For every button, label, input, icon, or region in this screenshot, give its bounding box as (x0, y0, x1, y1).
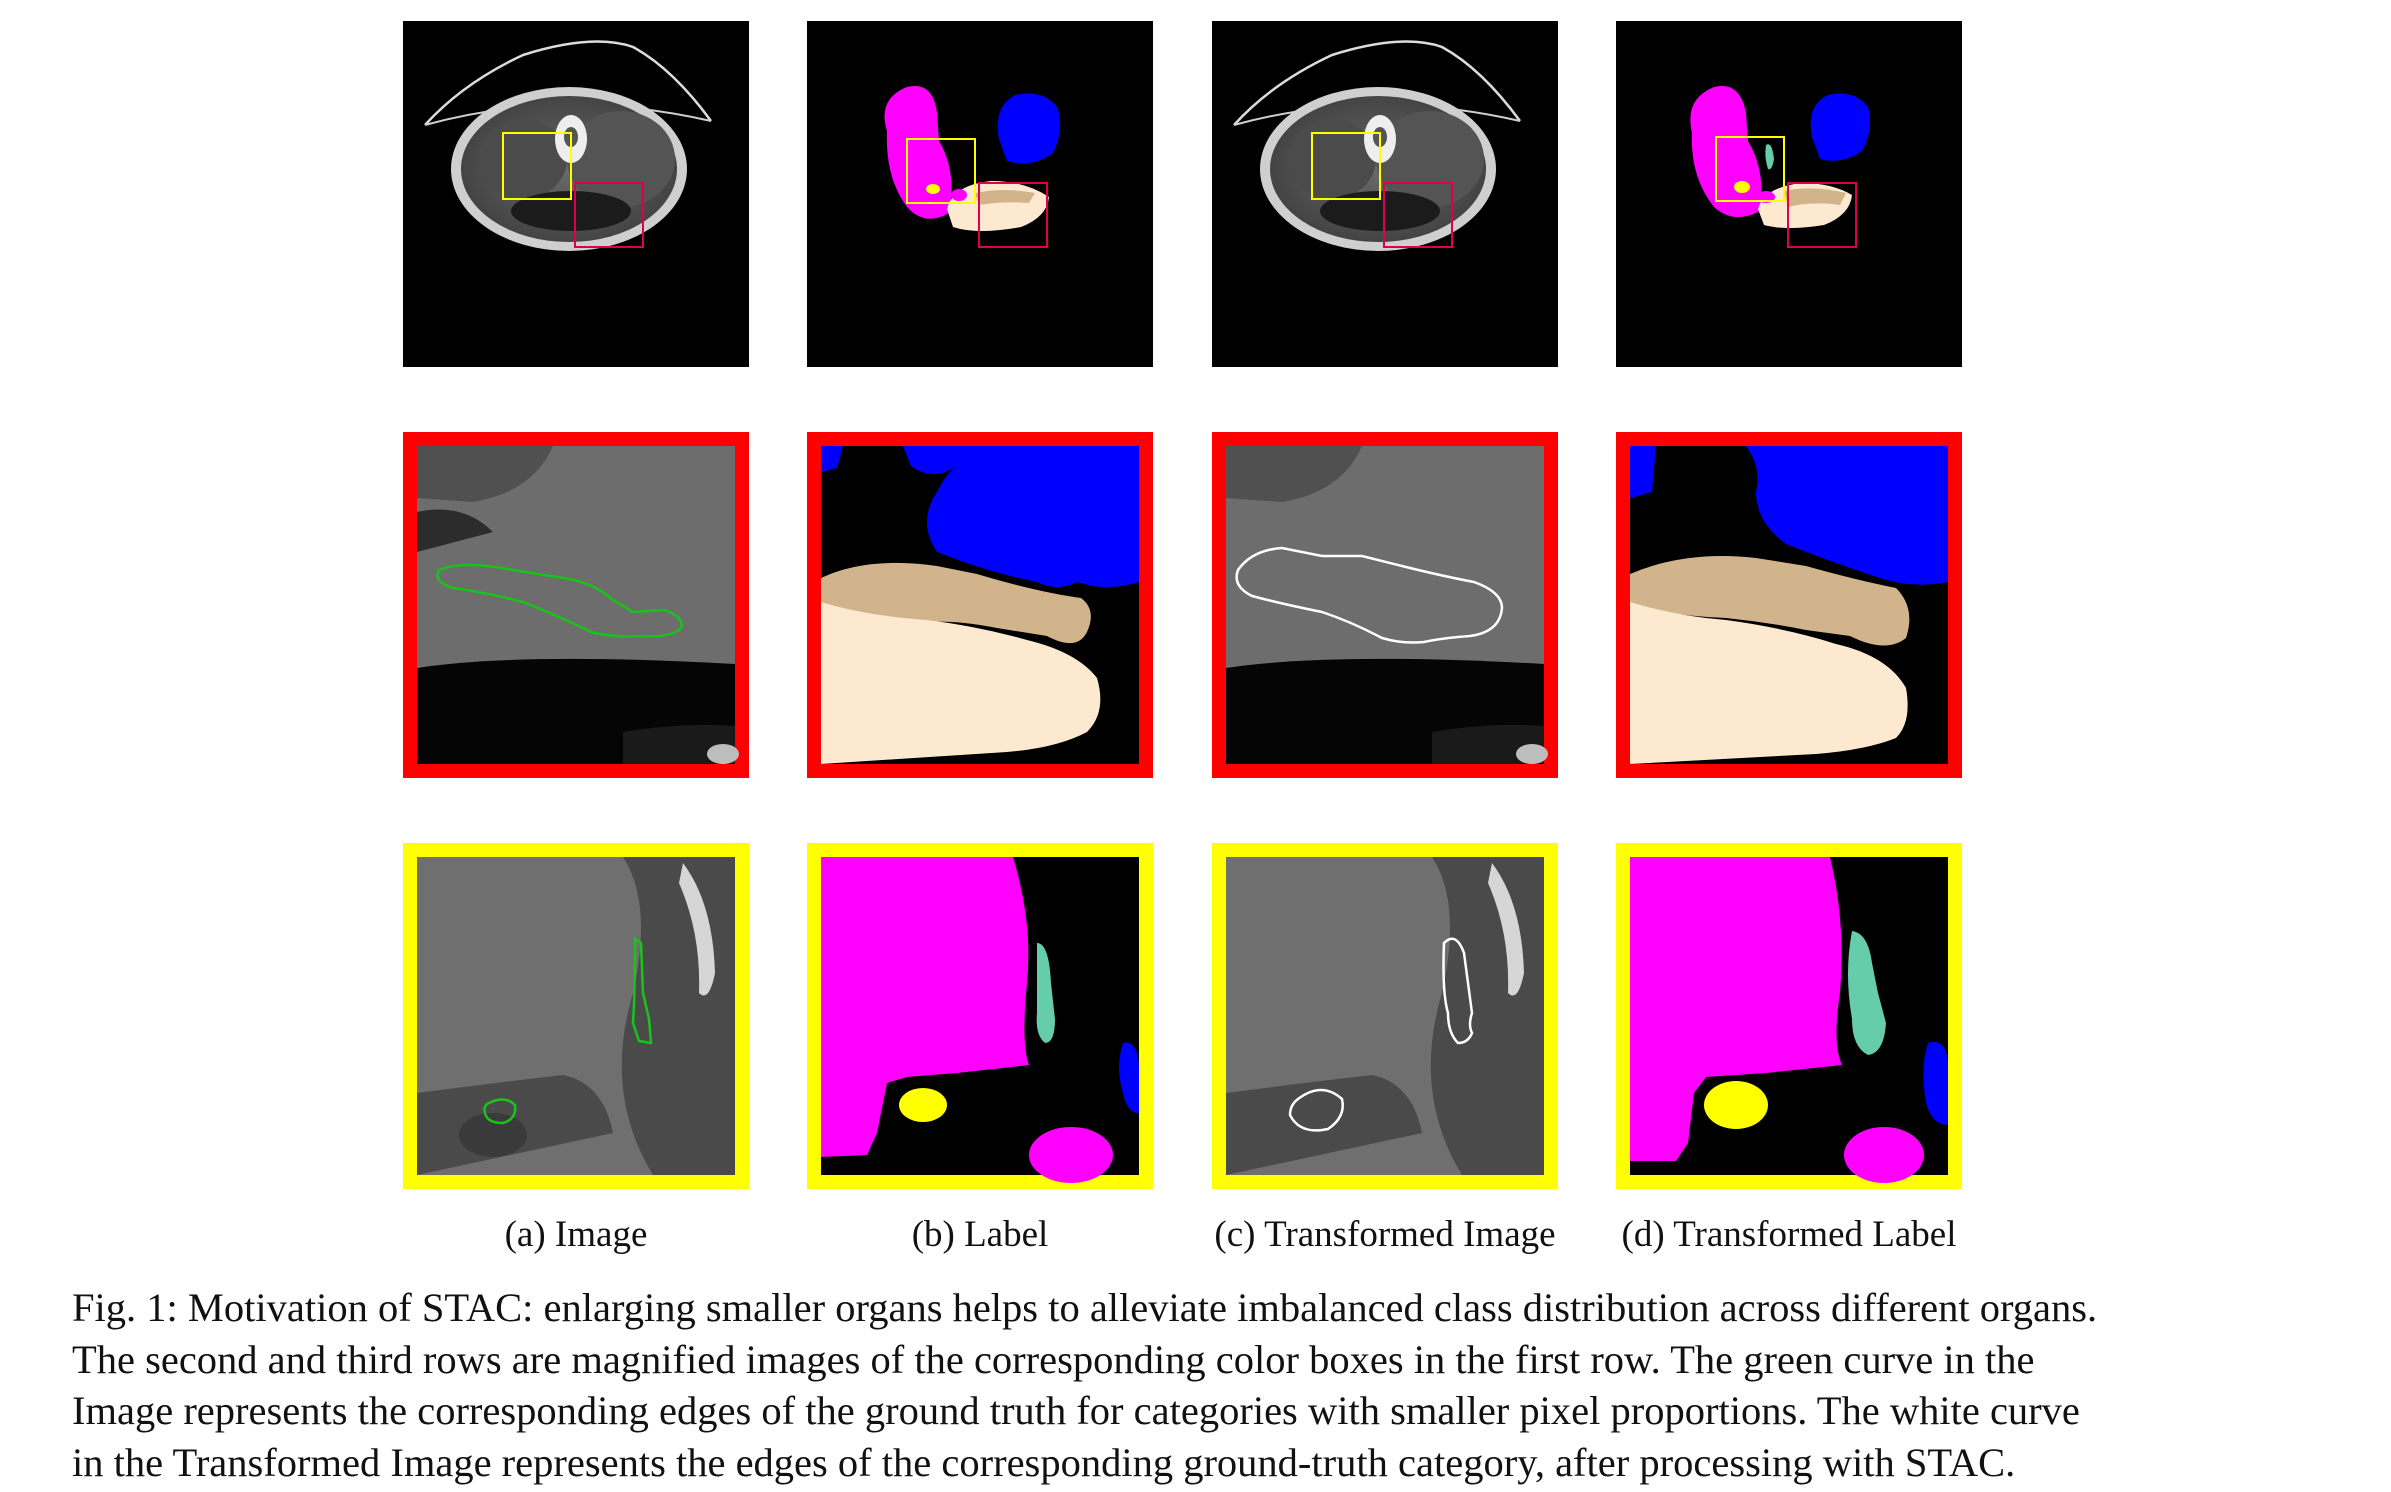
caption-line: Image represents the corresponding edges… (72, 1388, 2080, 1433)
panel-image-overview (403, 21, 749, 367)
panel-label-overview (807, 21, 1153, 367)
caption-line: in the Transformed Image represents the … (72, 1439, 2016, 1485)
panel-label-yellow-zoom (807, 843, 1153, 1189)
subcaption-label: (b) Label (911, 1214, 1049, 1255)
panel-transformed-image-yellow-zoom (1212, 843, 1558, 1189)
caption-line: Fig. 1: Motivation of STAC: enlarging sm… (72, 1285, 2098, 1330)
caption-line: The second and third rows are magnified … (72, 1336, 2035, 1382)
panel-label-red-zoom (807, 432, 1153, 778)
subcaption-transformed-label: (d) Transformed Label (1621, 1214, 1957, 1255)
panel-transformed-label-red-zoom (1616, 432, 1962, 778)
panel-image-red-zoom (403, 432, 749, 778)
panel-transformed-label-overview (1616, 21, 1962, 367)
subcaption-transformed-image: (c) Transformed Image (1214, 1214, 1556, 1255)
panel-image-yellow-zoom (403, 843, 749, 1189)
panel-transformed-image-red-zoom (1212, 432, 1558, 778)
subcaption-image: (a) Image (504, 1214, 648, 1255)
panel-transformed-image-overview (1212, 21, 1558, 367)
panel-transformed-label-yellow-zoom (1616, 843, 1962, 1189)
figure-caption: Fig. 1: Motivation of STAC: enlarging sm… (72, 1282, 2317, 1488)
